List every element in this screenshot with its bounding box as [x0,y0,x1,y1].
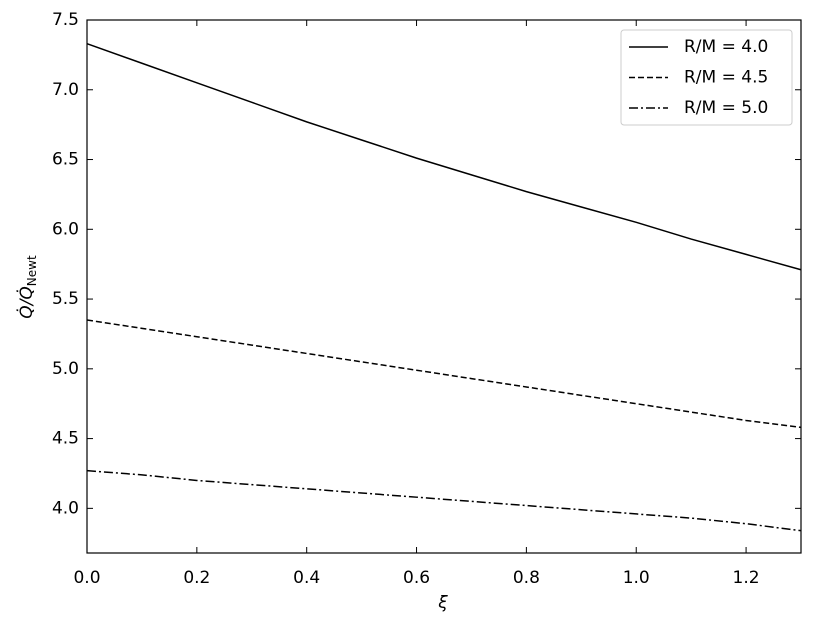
y-tick-label: 5.0 [52,359,79,379]
y-axis-label-sub: Newt [25,255,39,286]
legend-label: R/M = 4.0 [684,37,768,57]
y-tick-label: 7.0 [52,80,79,100]
y-tick-label: 4.0 [52,498,79,518]
x-tick-label: 1.2 [733,568,760,588]
legend-label: R/M = 4.5 [684,68,768,88]
y-axis-label: Q̇/Q̇Newt [16,255,39,319]
y-tick-label: 7.5 [52,10,79,30]
y-tick-label: 4.5 [52,429,79,449]
x-tick-label: 0.0 [73,568,100,588]
x-tick-label: 0.2 [183,568,210,588]
y-tick-label: 6.0 [52,219,79,239]
y-axis-label-main: Q̇/Q̇ [16,286,37,319]
x-tick-label: 0.8 [513,568,540,588]
legend-label: R/M = 5.0 [684,98,768,118]
data-line [86,319,802,429]
y-tick-label: 5.5 [52,289,79,309]
data-line [86,43,802,271]
x-tick-label: 1.0 [623,568,650,588]
y-tick-label: 6.5 [52,150,79,170]
x-tick-label: 0.4 [293,568,320,588]
legend-box [620,29,793,126]
x-tick-label: 0.6 [403,568,430,588]
plot-frame [86,19,802,554]
data-line [86,469,802,532]
x-axis-label: ξ [437,593,448,613]
